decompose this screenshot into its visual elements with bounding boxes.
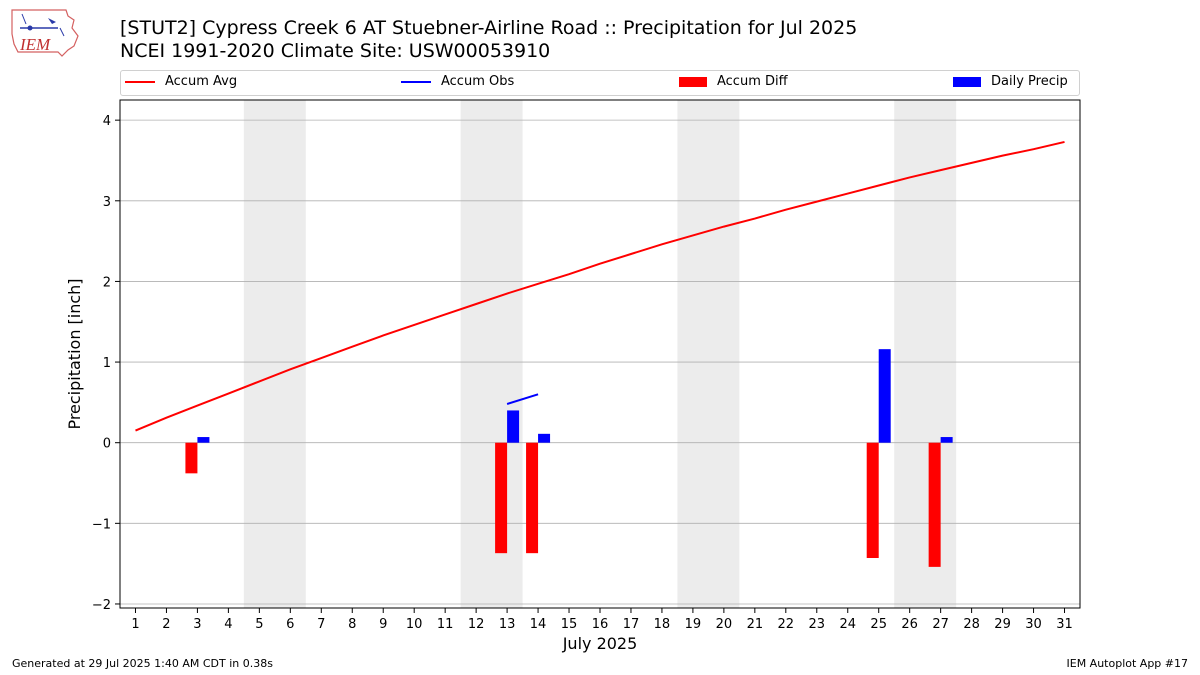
x-tick-label: 23 [809, 617, 826, 632]
legend-item-accum-obs: Accum Obs [401, 74, 514, 89]
daily-precip-bar [878, 349, 891, 443]
legend-item-accum-diff: Accum Diff [679, 74, 788, 89]
app-note: IEM Autoplot App #17 [1066, 657, 1189, 670]
x-tick-label: 30 [1025, 617, 1042, 632]
legend-label-accum-diff: Accum Diff [717, 74, 788, 89]
x-tick-label: 9 [379, 617, 387, 632]
chart-subtitle: NCEI 1991-2020 Climate Site: USW00053910 [120, 40, 551, 62]
weekend-shade [677, 100, 740, 608]
legend-swatch-accum-avg [125, 80, 155, 83]
x-tick-label: 25 [870, 617, 887, 632]
weekend-shade [894, 100, 957, 608]
legend-label-accum-obs: Accum Obs [441, 74, 515, 89]
daily-precip-bar [197, 437, 210, 443]
x-tick-label: 19 [685, 617, 702, 632]
x-tick-label: 14 [530, 617, 547, 632]
daily-precip-bar [940, 437, 953, 443]
x-axis-label: July 2025 [562, 634, 638, 653]
legend-label-daily-precip: Daily Precip [991, 74, 1068, 89]
x-tick-label: 8 [348, 617, 356, 632]
legend-swatch-accum-diff [679, 76, 707, 87]
x-tick-label: 2 [162, 617, 170, 632]
y-tick-label: 0 [103, 437, 111, 452]
x-tick-label: 5 [255, 617, 263, 632]
weekend-shade [243, 100, 306, 608]
y-tick-label: 1 [103, 356, 111, 371]
x-tick-label: 31 [1056, 617, 1073, 632]
x-tick-label: 3 [193, 617, 201, 632]
x-tick-label: 13 [499, 617, 516, 632]
x-tick-label: 22 [778, 617, 795, 632]
y-axis-label: Precipitation [inch] [65, 278, 84, 429]
logo-text: IEM [19, 35, 51, 54]
x-tick-label: 17 [623, 617, 640, 632]
legend-label-accum-avg: Accum Avg [165, 74, 238, 89]
x-tick-label: 18 [654, 617, 671, 632]
accum-diff-bar [866, 442, 879, 559]
x-tick-label: 15 [561, 617, 578, 632]
x-tick-label: 7 [317, 617, 325, 632]
accum-obs-line [506, 393, 539, 405]
daily-precip-bar [538, 433, 551, 443]
accum-avg-line [135, 140, 1065, 432]
legend-swatch-accum-obs [401, 80, 431, 83]
y-tick-label: −1 [92, 517, 111, 532]
x-tick-label: 4 [224, 617, 232, 632]
y-tick-label: 3 [103, 195, 111, 210]
legend-item-accum-avg: Accum Avg [125, 74, 237, 89]
x-tick-label: 26 [901, 617, 918, 632]
legend-swatch-daily-precip [953, 76, 981, 87]
accum-diff-bar [526, 442, 539, 554]
chart-title: [STUT2] Cypress Creek 6 AT Stuebner-Airl… [120, 17, 858, 39]
x-tick-label: 16 [592, 617, 609, 632]
y-tick-label: −2 [92, 598, 111, 613]
legend: Accum Avg Accum Obs Accum Diff Daily Pre… [120, 70, 1080, 96]
x-tick-label: 24 [839, 617, 856, 632]
x-tick-label: 6 [286, 617, 294, 632]
accum-diff-bar [495, 442, 508, 554]
accum-diff-bar [185, 442, 198, 474]
x-tick-label: 21 [747, 617, 764, 632]
weekend-shade [460, 100, 523, 608]
generated-note: Generated at 29 Jul 2025 1:40 AM CDT in … [12, 657, 273, 670]
x-tick-label: 10 [406, 617, 423, 632]
x-tick-label: 1 [131, 617, 139, 632]
x-tick-label: 20 [716, 617, 733, 632]
x-tick-label: 11 [437, 617, 454, 632]
x-tick-label: 28 [963, 617, 980, 632]
x-tick-label: 27 [932, 617, 949, 632]
y-tick-label: 2 [103, 275, 111, 290]
legend-item-daily-precip: Daily Precip [953, 74, 1068, 89]
x-tick-label: 29 [994, 617, 1011, 632]
x-tick-label: 12 [468, 617, 485, 632]
y-tick-label: 4 [103, 114, 111, 129]
accum-diff-bar [928, 442, 941, 567]
iem-logo: IEM [11, 9, 79, 57]
daily-precip-bar [507, 410, 520, 443]
